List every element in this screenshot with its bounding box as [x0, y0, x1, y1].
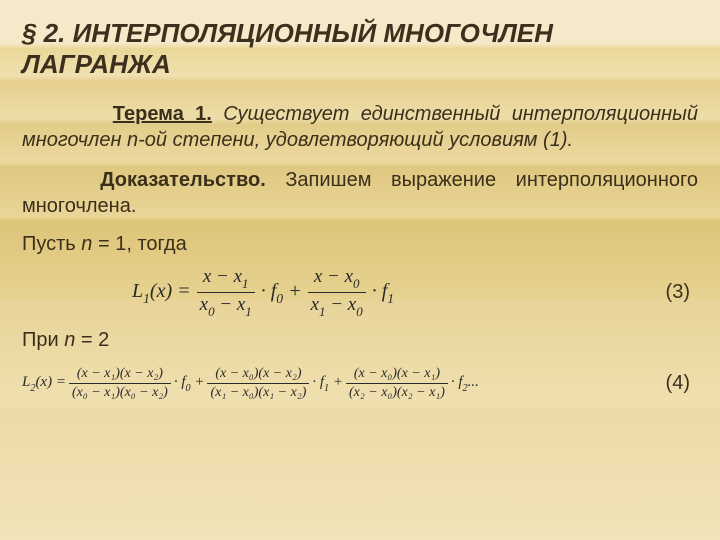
formula-3-body: L1(x) = x − x1 x0 − x1 · f0 + x − x0 x1 … [132, 266, 394, 319]
t: (x) = [35, 374, 66, 390]
t: 0 [356, 304, 362, 319]
f3-frac2-den: x1 − x0 [308, 292, 366, 319]
case1-prefix: Пусть [22, 233, 81, 255]
f3-frac2: x − x0 x1 − x0 [308, 266, 366, 319]
indent [22, 103, 113, 125]
f3-frac2-num: x − x0 [311, 266, 363, 292]
theorem-text-1: Существует единственный [212, 103, 501, 125]
case2-rest: = 2 [75, 329, 109, 351]
f4-f1: · f1 + [312, 374, 343, 393]
f4-f0: · f0 + [174, 374, 205, 393]
t: · f [174, 374, 186, 390]
t: 0 [353, 276, 359, 291]
f3-frac1: x − x1 x0 − x1 [197, 266, 255, 319]
f4-fracA: (x − x₁)(x − x₂) (x₀ − x₁)(x₀ − x₂) [69, 366, 171, 401]
t: · f [372, 280, 388, 302]
t: (x − x₀)(x − x₁) [351, 366, 443, 383]
t: (x₁ − x₀)(x₁ − x₂) [207, 383, 309, 401]
t: (x − x₀)(x − x₂) [212, 366, 304, 383]
case1-rest: = 1, тогда [92, 233, 186, 255]
t: + [191, 374, 205, 390]
t: x [311, 294, 319, 315]
section-heading: § 2. ИНТЕРПОЛЯЦИОННЫЙ МНОГОЧЛЕН ЛАГРАНЖА [22, 18, 698, 79]
eq-number-3: (3) [666, 281, 698, 304]
theorem-paragraph: Терема 1. Существует единственный интерп… [22, 101, 698, 153]
case-n1: Пусть n = 1, тогда [22, 233, 698, 256]
t: · f [312, 374, 324, 390]
t: − x [215, 294, 246, 315]
eq-number-4: (4) [666, 372, 698, 395]
t: + [329, 374, 343, 390]
f4-lhs: L2(x) = [22, 374, 66, 393]
t: · f [451, 374, 463, 390]
t: (x − x₁)(x − x₂) [74, 366, 166, 383]
t: (x₀ − x₁)(x₀ − x₂) [69, 383, 171, 401]
t: 1 [242, 276, 248, 291]
t: x [200, 294, 208, 315]
t: 0 [208, 304, 214, 319]
t: 1 [324, 383, 329, 394]
formula-3: L1(x) = x − x1 x0 − x1 · f0 + x − x0 x1 … [22, 266, 698, 319]
proof-paragraph: Доказательство. Запишем выражение интерп… [22, 167, 698, 219]
f3-frac1-den: x0 − x1 [197, 292, 255, 319]
f3-frac1-num: x − x1 [200, 266, 252, 292]
t: (x₂ − x₀)(x₂ − x₁) [346, 383, 448, 401]
theorem-label: Терема 1. [113, 103, 212, 125]
t: 0 [186, 383, 191, 394]
t: − x [325, 294, 356, 315]
indent [22, 169, 100, 191]
t: 2 [463, 383, 468, 394]
f3-L: L [132, 280, 143, 302]
t: 0 [276, 291, 283, 306]
t: + [283, 280, 302, 302]
f4-f2: · f2... [451, 374, 479, 393]
case1-var: n [81, 233, 92, 255]
case-n2: При n = 2 [22, 329, 698, 352]
t: 2 [30, 383, 35, 394]
formula-4-body: L2(x) = (x − x₁)(x − x₂) (x₀ − x₁)(x₀ − … [22, 366, 479, 401]
t: · f [261, 280, 277, 302]
f3-lhs: L1(x) = [132, 280, 191, 306]
t: ... [468, 374, 479, 390]
formula-4: L2(x) = (x − x₁)(x − x₂) (x₀ − x₁)(x₀ − … [22, 366, 698, 401]
t: 1 [387, 291, 394, 306]
f3-f1: · f1 [372, 280, 394, 306]
proof-label: Доказательство. [100, 169, 266, 191]
f3-arg: (x) = [150, 280, 191, 302]
f3-Lsub: 1 [143, 291, 150, 306]
f4-fracB: (x − x₀)(x − x₂) (x₁ − x₀)(x₁ − x₂) [207, 366, 309, 401]
f3-f0: · f0 + [261, 280, 302, 306]
t: 1 [319, 304, 325, 319]
case2-var: n [64, 329, 75, 351]
f4-fracC: (x − x₀)(x − x₁) (x₂ − x₀)(x₂ − x₁) [346, 366, 448, 401]
t: x − x [203, 266, 242, 287]
case2-prefix: При [22, 329, 64, 351]
t: 1 [245, 304, 251, 319]
t: x − x [314, 266, 353, 287]
